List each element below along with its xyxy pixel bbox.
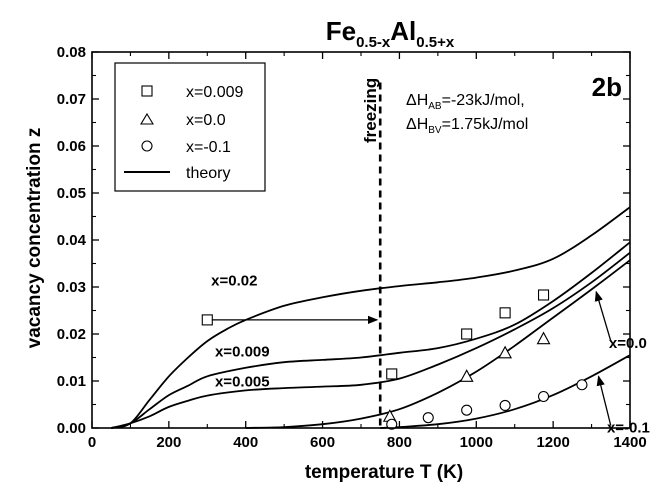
legend-label-theory: theory — [186, 165, 230, 182]
theory-curves — [110, 206, 631, 429]
param-dh-ab-h: H — [417, 92, 429, 109]
x-tick-label: 1400 — [613, 434, 646, 451]
x-tick-label: 800 — [387, 434, 412, 451]
data-point-triangle — [498, 345, 513, 359]
legend-circle-marker — [141, 140, 153, 152]
param-dh-ab-sub: AB — [428, 101, 442, 112]
param-dh-bv-h: H — [417, 116, 429, 133]
title-al: Al — [390, 16, 416, 46]
y-tick-label: 0.07 — [57, 91, 86, 108]
data-point-circle — [499, 399, 511, 411]
x-axis-label: temperature T (K) — [305, 462, 463, 483]
data-point-circle — [386, 418, 398, 430]
y-tick-label: 0.08 — [57, 44, 86, 61]
x-tick-label: 400 — [233, 434, 258, 451]
param-dh-bv-value: =1.75kJ/mol — [442, 116, 529, 133]
y-tick-label: 0.04 — [57, 232, 87, 249]
data-point-square — [201, 314, 213, 326]
axis-ticks: 0 200 400 600 800 1000 1200 1400 0.00 0.01 0.02 0.0… — [57, 44, 647, 451]
freezing-label: freezing — [361, 78, 380, 143]
plot-frame — [91, 51, 631, 429]
y-axis-label: vacancy concentration z — [24, 128, 45, 349]
data-point-circle — [576, 379, 588, 391]
curve-label: x=0.009 — [215, 344, 270, 361]
x-tick-label: 200 — [156, 434, 181, 451]
theory-curve — [110, 241, 631, 429]
y-tick-label: 0.05 — [57, 185, 86, 202]
x-tick-label: 600 — [310, 434, 335, 451]
param-dh-ab: ΔHAB=-23kJ/mol, — [406, 92, 525, 112]
data-points — [201, 289, 588, 430]
theory-curve — [110, 251, 631, 429]
param-dh-bv: ΔHBV=1.75kJ/mol — [406, 116, 528, 136]
legend-box — [114, 62, 266, 192]
theory-curve — [110, 206, 631, 429]
curve-label: x=0.02 — [211, 273, 257, 290]
y-tick-label: 0.03 — [57, 279, 86, 296]
data-point-circle — [537, 390, 550, 403]
x-tick-label: 1200 — [536, 434, 569, 451]
arrow-xm01-label — [596, 375, 612, 426]
panel-label: 2b — [592, 72, 622, 102]
legend-label-x00: x=0.0 — [186, 112, 226, 129]
param-dh-ab-delta: Δ — [406, 92, 417, 109]
param-dh-bv-delta: Δ — [406, 116, 417, 133]
curve-label: x=0.005 — [215, 374, 270, 391]
title-fe-subscript: 0.5-x — [356, 34, 391, 51]
title-fe: Fe — [326, 16, 356, 46]
data-point-square — [499, 307, 511, 319]
y-tick-label: 0.02 — [57, 326, 86, 343]
legend: x=0.009 x=0.0 x=-0.1 theory — [114, 62, 266, 192]
legend-square-marker — [141, 85, 153, 97]
data-point-triangle — [536, 331, 551, 345]
curve-label: x=-0.1 — [607, 420, 650, 437]
x-tick-label: 0 — [88, 434, 96, 451]
legend-label-x0009: x=0.009 — [186, 84, 243, 101]
param-dh-ab-value: =-23kJ/mol, — [442, 92, 525, 109]
theory-curve — [245, 259, 631, 429]
data-point-circle — [422, 412, 434, 424]
legend-triangle-marker — [140, 112, 154, 125]
y-tick-label: 0.06 — [57, 138, 86, 155]
data-point-triangle — [459, 369, 474, 382]
data-point-square — [461, 328, 473, 340]
chart-title: Fe0.5-xAl0.5+x — [326, 16, 455, 51]
y-tick-label: 0.01 — [57, 373, 86, 390]
theory-curve — [380, 354, 631, 429]
param-dh-bv-sub: BV — [428, 125, 442, 136]
data-point-square — [386, 368, 398, 380]
x-tick-label: 1000 — [460, 434, 493, 451]
curve-label: x=0.0 — [609, 335, 647, 352]
arrow-x00-label — [594, 290, 612, 342]
title-al-subscript: 0.5+x — [416, 34, 455, 51]
y-tick-label: 0.00 — [57, 420, 86, 437]
curve-labels: x=0.02 x=0.009 x=0.005 x=0.0 x=-0.1 — [211, 273, 650, 437]
legend-label-xm01: x=-0.1 — [186, 139, 231, 156]
data-point-circle — [461, 404, 473, 416]
data-point-square — [537, 289, 550, 301]
